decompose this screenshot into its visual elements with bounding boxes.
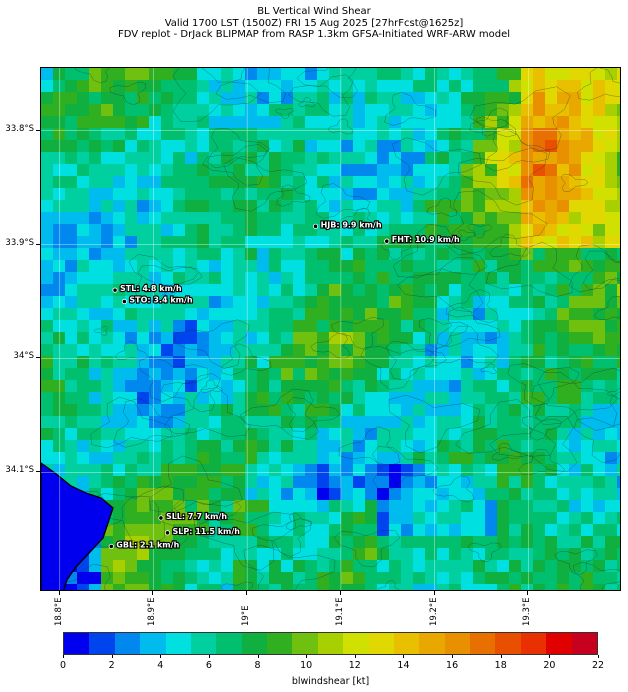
colorbar-swatch [241, 633, 267, 654]
x-tick-label: 19.2°E [428, 597, 439, 626]
x-tick-mark [58, 591, 60, 595]
colorbar-swatch [444, 633, 470, 654]
map-plot-area[interactable]: HJB: 9.9 km/h FHT: 10.9 km/h STL: 4.8 km/h… [40, 67, 621, 591]
colorbar-tick-label: 6 [205, 660, 212, 671]
colorbar-swatch [470, 633, 496, 654]
colorbar-swatch [165, 633, 191, 654]
colorbar-tick-mark [111, 655, 113, 658]
station-label: SLP: 11.5 km/h [173, 527, 241, 536]
station-marker [312, 223, 319, 229]
colorbar-tick-mark [452, 655, 454, 658]
station-label: STL: 4.8 km/h [120, 284, 182, 293]
colorbar-tick-label: 4 [157, 660, 164, 671]
y-tick-mark [36, 357, 40, 359]
y-tick-label: 34.1°S [5, 465, 34, 476]
colorbar-tick-mark [500, 655, 502, 658]
station-marker [158, 515, 164, 521]
station-sto[interactable]: STO: 3.4 km/h [121, 294, 194, 306]
x-tick-mark [246, 591, 248, 595]
station-marker [121, 298, 128, 305]
colorbar-swatch [216, 633, 242, 654]
station-label: HJB: 9.9 km/h [321, 220, 382, 229]
station-label: GBL: 2.1 km/h [116, 540, 179, 549]
colorbar-tick-label: 14 [397, 660, 410, 671]
graticule [41, 68, 620, 590]
x-tick-label: 19.1°E [334, 597, 345, 626]
colorbar-tick-mark [306, 655, 308, 658]
x-tick-mark [339, 591, 341, 595]
colorbar-swatch [64, 633, 90, 654]
y-tick-mark [36, 243, 40, 245]
title-line-3: FDV replot - DrJack BLIPMAP from RASP 1.… [117, 29, 511, 40]
colorbar-swatch [317, 633, 344, 654]
colorbar-tick-label: 2 [108, 660, 115, 671]
station-slp[interactable]: SLP: 11.5 km/h [164, 526, 241, 537]
colorbar-tick-mark [354, 655, 356, 658]
y-tick-label: 34°S [13, 351, 34, 362]
colorbar-tick-label: 0 [59, 660, 67, 671]
station-sll[interactable]: SLL: 7.7 km/h [158, 511, 229, 522]
colorbar-tick-mark [208, 655, 210, 658]
x-tick-label: 18.8°E [53, 597, 64, 626]
station-marker [384, 238, 390, 244]
x-tick-mark [527, 591, 529, 595]
colorbar-swatch [343, 633, 369, 654]
x-tick-mark [152, 591, 154, 595]
colorbar-tick-label: 22 [591, 660, 605, 671]
x-tick-label: 19.3°E [522, 597, 533, 626]
colorbar-tick-label: 16 [446, 660, 459, 671]
chart-title-block: BL Vertical Wind Shear Valid 1700 LST (1… [0, 6, 628, 41]
colorbar-tick-mark [63, 655, 64, 658]
colorbar-tick-label: 18 [494, 660, 507, 671]
colorbar [63, 632, 598, 655]
terrain-contours [41, 68, 620, 590]
station-hjb[interactable]: HJB: 9.9 km/h [312, 219, 383, 230]
colorbar-tick-label: 20 [543, 660, 556, 671]
colorbar-swatch [546, 633, 572, 654]
y-tick-mark [36, 471, 40, 473]
colorbar-swatch [419, 633, 445, 654]
station-marker [112, 287, 118, 293]
x-tick-label: 18.9°E [147, 597, 158, 626]
colorbar-tick-label: 12 [348, 660, 361, 671]
station-marker [164, 530, 171, 536]
station-fht[interactable]: FHT: 10.9 km/h [384, 234, 461, 245]
colorbar-swatch [368, 633, 394, 654]
x-tick-mark [433, 591, 435, 595]
station-marker [108, 543, 114, 550]
colorbar-tick-mark [598, 655, 599, 658]
station-stl[interactable]: STL: 4.8 km/h [112, 283, 183, 294]
y-tick-label: 33.9°S [5, 237, 34, 248]
coastline [41, 462, 114, 590]
map-canvas: HJB: 9.9 km/h FHT: 10.9 km/h STL: 4.8 km/h… [41, 68, 620, 590]
station-label: STO: 3.4 km/h [129, 296, 193, 305]
colorbar-tick-mark [257, 655, 259, 658]
colorbar-swatch [571, 633, 597, 654]
colorbar-swatch [267, 633, 293, 654]
y-tick-mark [36, 129, 40, 131]
colorbar-swatch [114, 633, 141, 654]
y-tick-label: 33.8°S [5, 123, 34, 134]
colorbar-swatch [520, 633, 547, 654]
title-line-1: BL Vertical Wind Shear [257, 6, 371, 17]
shear-field-cells [41, 68, 620, 590]
colorbar-tick-label: 10 [300, 660, 313, 671]
station-label: SLL: 7.7 km/h [166, 512, 227, 521]
station-label: FHT: 10.9 km/h [392, 235, 460, 244]
colorbar-tick-mark [549, 655, 551, 658]
colorbar-swatch [393, 633, 420, 654]
colorbar-tick-label: 8 [254, 660, 261, 671]
colorbar-tick-mark [403, 655, 405, 658]
colorbar-swatch [89, 633, 115, 654]
colorbar-swatch [190, 633, 217, 654]
colorbar-label: blwindshear [kt] [291, 676, 370, 687]
colorbar-swatch [140, 633, 166, 654]
title-line-2: Valid 1700 LST (1500Z) FRI 15 Aug 2025 [… [164, 17, 464, 29]
colorbar-swatch [292, 633, 318, 654]
station-gbl[interactable]: GBL: 2.1 km/h [108, 539, 181, 551]
x-tick-label: 19°E [241, 605, 252, 626]
colorbar-swatch [495, 633, 521, 654]
colorbar-tick-mark [160, 655, 162, 658]
